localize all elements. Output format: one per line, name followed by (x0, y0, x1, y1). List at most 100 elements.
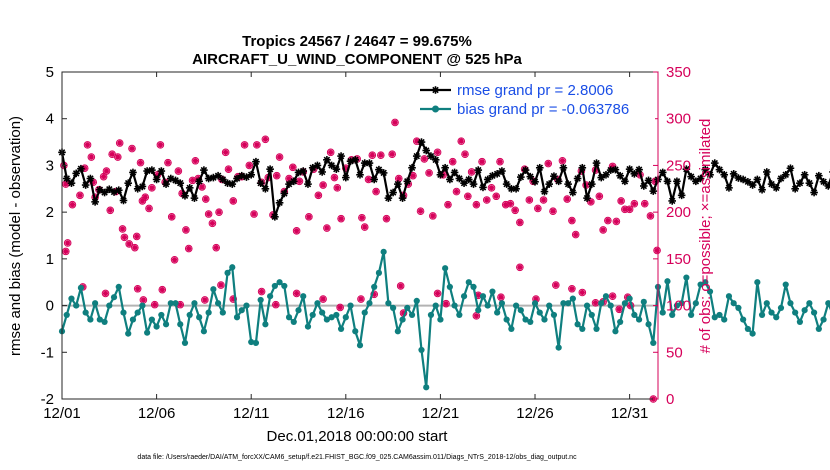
obs-assimilated-point-stroke (63, 181, 69, 187)
rmse-point (417, 138, 426, 146)
rmse-point-stroke (257, 179, 264, 187)
obs-possible-point (125, 240, 133, 248)
obs-possible-point (425, 169, 433, 177)
bias-point (243, 302, 250, 309)
obs-assimilated-point (618, 198, 624, 204)
obs-assimilated-point-stroke (627, 206, 633, 212)
obs-possible-point (131, 243, 139, 252)
rmse-point-stroke (536, 164, 543, 172)
bias-point (77, 284, 85, 291)
y-right-tick-label: 100 (666, 298, 691, 315)
rmse-point-stroke (801, 171, 808, 179)
rmse-point-stroke (408, 164, 416, 172)
legend-rmse-star (431, 86, 440, 94)
obs-possible-point (457, 137, 466, 145)
rmse-point-stroke (825, 183, 830, 190)
rmse-point-stroke (375, 166, 383, 173)
obs-assimilated-point-stroke (192, 158, 198, 164)
rmse-point (356, 170, 364, 179)
rmse-point-stroke (659, 169, 666, 176)
bias-point (583, 302, 591, 309)
bias-point (219, 309, 226, 316)
bias-point (233, 314, 241, 321)
obs-assimilated-point-stroke (157, 142, 163, 148)
bias-point (281, 282, 288, 290)
obs-assimilated-point (169, 214, 175, 220)
rmse-point-stroke (758, 186, 766, 193)
obs-possible-point (136, 158, 145, 167)
obs-assimilated-point-stroke (290, 164, 296, 170)
y-axis-left-label: rmse and bias (model - observation) (7, 116, 24, 356)
rmse-point (469, 180, 478, 188)
rmse-point-stroke (796, 179, 804, 187)
rmse-point (706, 170, 714, 179)
obs-assimilated-point-stroke (328, 149, 334, 155)
obs-possible-point (115, 139, 124, 147)
obs-possible-point (372, 187, 380, 196)
rmse-point-stroke (106, 186, 113, 193)
rmse-point-stroke (739, 176, 747, 183)
obs-possible-point (357, 295, 365, 303)
bias-point (621, 300, 628, 307)
rmse-point (625, 165, 634, 173)
plot-area (62, 72, 658, 399)
obs-assimilated-point (616, 306, 622, 312)
y-right-tick-label: 150 (666, 251, 691, 268)
rmse-point (696, 174, 705, 183)
obs-possible-point (292, 289, 301, 298)
obs-assimilated-point-stroke (421, 156, 427, 162)
obs-possible-point (420, 155, 429, 163)
obs-assimilated-point-stroke (526, 197, 532, 203)
bias-point (579, 325, 586, 333)
obs-assimilated-point (378, 152, 384, 158)
bias-point (63, 311, 70, 319)
rmse-point (252, 157, 260, 166)
legend-rmse-star-stroke (432, 86, 439, 94)
obs-possible-point (534, 204, 542, 213)
bias-point (442, 265, 449, 272)
rmse-point (701, 165, 710, 174)
rmse-point (762, 168, 771, 176)
obs-assimilated-point (121, 234, 128, 240)
obs-assimilated-point (216, 209, 222, 215)
rmse-point (677, 191, 686, 200)
bias-point (101, 318, 108, 326)
rmse-point-stroke (465, 176, 473, 183)
obs-possible-point (336, 303, 344, 312)
rmse-point-stroke (815, 172, 823, 179)
obs-assimilated-point (189, 177, 196, 183)
obs-assimilated-point-stroke (560, 158, 565, 164)
obs-assimilated-point-stroke (338, 216, 344, 222)
obs-assimilated-point (171, 257, 178, 263)
rmse-point (441, 163, 449, 172)
bias-point (470, 283, 477, 290)
bias-point (257, 296, 264, 304)
obs-assimilated-point (152, 302, 158, 308)
bias-point (721, 316, 728, 323)
bias-point (191, 300, 198, 307)
bias-point (196, 314, 203, 321)
rmse-point-stroke (597, 174, 605, 181)
obs-assimilated-point-stroke (120, 226, 125, 232)
obs-assimilated-point-stroke (473, 313, 479, 319)
rmse-point (554, 177, 563, 186)
obs-possible-point (145, 204, 153, 213)
rmse-point-stroke (328, 162, 335, 169)
rmse-point-stroke (418, 138, 425, 146)
obs-assimilated-point (569, 217, 575, 224)
bias-point (494, 309, 501, 316)
bias-point (352, 328, 359, 335)
rmse-point-stroke (233, 175, 241, 182)
bias-point (451, 302, 458, 309)
obs-assimilated-point (320, 296, 326, 302)
obs-assimilated-point (126, 241, 132, 247)
rmse-point-stroke (366, 159, 373, 167)
rmse-point-stroke (787, 164, 794, 172)
obs-assimilated-point (259, 288, 265, 295)
obs-assimilated-point-stroke (294, 291, 300, 296)
bias-point (688, 311, 695, 319)
bias-point (512, 302, 520, 309)
bias-point (106, 302, 113, 309)
obs-possible-point (319, 181, 327, 189)
